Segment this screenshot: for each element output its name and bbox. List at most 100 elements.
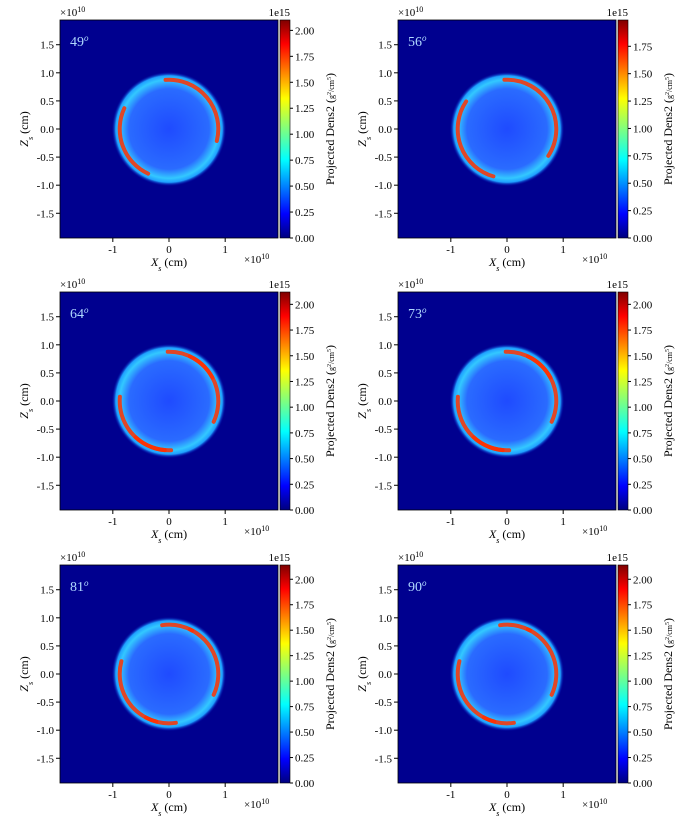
colorbar-label-text: Projected Dens2 (323, 378, 337, 457)
y-tick-label: 1.0 (378, 68, 392, 80)
x-offset-exp: 10 (261, 252, 269, 261)
y-tick-label: 1.5 (40, 312, 54, 324)
colorbar-unit-close: ) (323, 618, 337, 622)
x-label: Xs (cm) (488, 527, 525, 545)
colorbar-unit-close: ) (661, 73, 675, 77)
colorbar-tick-label: 0.25 (633, 479, 653, 491)
y-tick-label: -1.0 (375, 452, 393, 464)
x-offset-base: ×10 (244, 254, 262, 266)
colorbar-unit-num: g (327, 640, 336, 644)
colorbar-label-text: Projected Dens2 (323, 651, 337, 730)
y-label-unit: (cm) (355, 656, 369, 682)
y-tick-label: 0.5 (40, 641, 54, 653)
x-offset: ×1010 (582, 524, 607, 539)
colorbar-offset: 1e15 (269, 7, 291, 19)
colorbar-tick-label: 0.25 (295, 753, 315, 765)
colorbar-unit-open: ( (323, 371, 337, 378)
panel: 56o-1 0 1-1.5-1.0-0.50.00.51.01.5Xs (cm)Zs… (355, 5, 675, 273)
colorbar-label-text: Projected Dens2 (661, 651, 675, 730)
x-tick-label: -1 (108, 789, 117, 801)
y-label-sub: s (364, 137, 373, 140)
title-sup: o (422, 305, 427, 315)
x-tick-label: 1 (222, 516, 228, 528)
title-text: 56 (408, 35, 422, 50)
y-label-var: Z (17, 140, 31, 147)
dense-arc (525, 627, 559, 697)
x-label: Xs (cm) (150, 255, 187, 273)
colorbar-unit-num-exp: 2 (327, 637, 333, 640)
colorbar-unit-num: g (327, 367, 336, 371)
x-label-unit: (cm) (161, 800, 187, 814)
y-offset-exp: 10 (77, 277, 85, 286)
colorbar-unit-den: cm (327, 351, 336, 362)
x-offset-base: ×10 (582, 799, 600, 811)
panel-title: 81o (70, 578, 89, 595)
y-tick-label: -1.5 (375, 753, 393, 765)
colorbar-tick-label: 1.25 (295, 651, 315, 663)
colorbar-tick-label: 1.50 (295, 351, 315, 363)
y-label-sub: s (26, 137, 35, 140)
x-offset-base: ×10 (582, 526, 600, 538)
y-tick-label: 1.0 (378, 340, 392, 352)
x-label: Xs (cm) (150, 800, 187, 818)
x-label: Xs (cm) (488, 800, 525, 818)
y-label-unit: (cm) (17, 111, 31, 137)
colorbar-unit-num-exp: 2 (665, 364, 671, 367)
x-tick-label: 0 (504, 516, 510, 528)
panel: 49o-1 0 1-1.5-1.0-0.50.00.51.01.5Xs (cm)Zs… (17, 5, 337, 273)
y-offset: ×1010 (60, 277, 85, 292)
x-label: Xs (cm) (150, 527, 187, 545)
y-label: Zs (cm) (17, 656, 35, 691)
x-label-unit: (cm) (499, 527, 525, 541)
colorbar (617, 564, 629, 784)
panel-title: 90o (408, 578, 427, 595)
y-offset-base: ×10 (398, 7, 416, 19)
x-label-unit: (cm) (161, 255, 187, 269)
colorbar-unit-open: ( (661, 644, 675, 651)
y-label-unit: (cm) (17, 383, 31, 409)
x-label-var: X (488, 800, 497, 814)
x-tick-label: 0 (504, 789, 510, 801)
colorbar-unit-num-exp: 2 (665, 637, 671, 640)
x-tick-label: 0 (166, 244, 172, 256)
colorbar-unit-open: ( (661, 99, 675, 106)
y-tick-label: -1.0 (37, 452, 55, 464)
colorbar-tick-label: 0.75 (295, 702, 315, 714)
colorbar-label-text: Projected Dens2 (661, 106, 675, 185)
colorbar-unit-num: g (665, 640, 674, 644)
colorbar-unit-den: cm (665, 624, 674, 635)
y-label: Zs (cm) (17, 383, 35, 418)
dense-arc (455, 99, 496, 179)
panel: 64o-1 0 1-1.5-1.0-0.50.00.51.01.5Xs (cm)Zs… (17, 277, 337, 545)
density-ring (111, 71, 227, 187)
x-offset: ×1010 (244, 797, 269, 812)
colorbar-tick-label: 1.50 (633, 69, 653, 81)
panel: 73o-1 0 1-1.5-1.0-0.50.00.51.01.5Xs (cm)Zs… (355, 277, 675, 545)
colorbar-unit-den-exp: 5 (327, 349, 333, 352)
y-label-sub: s (364, 682, 373, 685)
colorbar-tick-label: 0.00 (633, 233, 653, 245)
panel: 90o-1 0 1-1.5-1.0-0.50.00.51.01.5Xs (cm)Zs… (355, 550, 675, 818)
colorbar-unit-num-exp: 2 (327, 364, 333, 367)
y-tick-label: -0.5 (37, 697, 55, 709)
colorbar-unit-sep: / (327, 89, 336, 92)
colorbar-label: Projected Dens2 (g2/cm5) (323, 345, 337, 457)
y-tick-label: -0.5 (37, 152, 55, 164)
panel-title: 73o (408, 305, 427, 322)
title-text: 73 (408, 307, 422, 322)
x-tick-label: -1 (446, 516, 455, 528)
x-label-sub: s (496, 264, 499, 273)
x-offset: ×1010 (244, 524, 269, 539)
x-tick-label: 0 (166, 516, 172, 528)
y-label-sub: s (26, 409, 35, 412)
density-ring (449, 616, 565, 732)
x-label-var: X (150, 255, 159, 269)
dense-arc (187, 354, 221, 424)
y-offset-exp: 10 (415, 277, 423, 286)
colorbar (279, 564, 291, 784)
density-ring (449, 71, 565, 187)
colorbar-tick-label: 0.50 (633, 727, 653, 739)
colorbar-unit-close: ) (661, 345, 675, 349)
x-tick-label: 0 (166, 789, 172, 801)
